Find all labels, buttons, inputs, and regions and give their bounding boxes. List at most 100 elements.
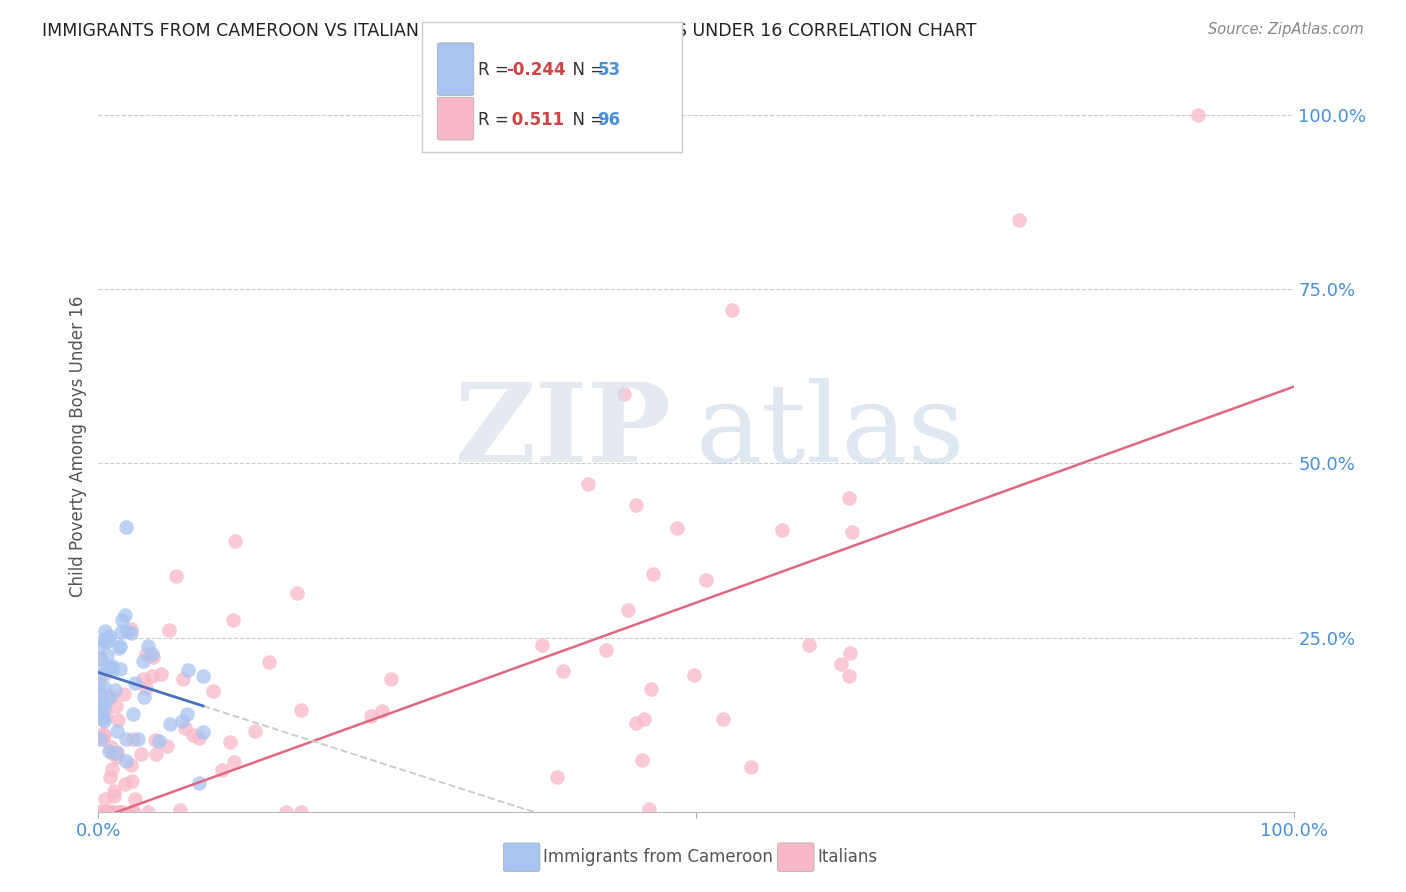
Point	[132, 654, 155, 668]
Point	[107, 713, 129, 727]
Point	[613, 386, 636, 401]
Point	[115, 732, 138, 747]
Point	[191, 725, 214, 739]
Point	[637, 802, 659, 816]
Point	[110, 805, 132, 819]
Point	[222, 755, 245, 769]
Text: atlas: atlas	[696, 378, 966, 485]
Point	[640, 682, 662, 697]
Point	[100, 739, 122, 754]
Point	[695, 573, 717, 587]
Point	[360, 708, 382, 723]
Point	[121, 773, 143, 788]
Point	[633, 712, 655, 726]
Text: 96: 96	[598, 111, 620, 128]
Point	[631, 753, 654, 767]
Point	[148, 734, 170, 748]
Point	[617, 602, 640, 616]
Point	[274, 805, 297, 819]
Point	[149, 667, 172, 681]
Point	[87, 805, 110, 819]
Point	[143, 733, 166, 747]
Point	[141, 649, 163, 664]
Y-axis label: Child Poverty Among Boys Under 16: Child Poverty Among Boys Under 16	[69, 295, 87, 597]
Point	[100, 805, 122, 819]
Point	[127, 731, 149, 746]
Point	[91, 712, 114, 726]
Point	[104, 683, 127, 698]
Point	[112, 687, 135, 701]
Point	[89, 652, 111, 666]
Point	[91, 706, 114, 721]
Point	[132, 672, 155, 686]
Point	[89, 683, 111, 698]
Point	[211, 763, 233, 777]
Text: IMMIGRANTS FROM CAMEROON VS ITALIAN CHILD POVERTY AMONG BOYS UNDER 16 CORRELATIO: IMMIGRANTS FROM CAMEROON VS ITALIAN CHIL…	[42, 22, 977, 40]
Point	[141, 648, 163, 662]
Point	[87, 640, 110, 655]
Point	[135, 681, 157, 696]
Point	[101, 659, 124, 673]
Point	[110, 662, 132, 676]
Point	[626, 498, 648, 512]
Point	[176, 707, 198, 722]
Point	[187, 731, 209, 746]
Point	[129, 747, 152, 761]
Point	[108, 640, 131, 655]
Point	[770, 523, 793, 537]
Point	[89, 698, 111, 713]
Point	[191, 669, 214, 683]
Point	[114, 776, 136, 790]
Point	[89, 651, 111, 665]
Point	[94, 624, 117, 639]
Point	[530, 638, 553, 652]
Point	[257, 655, 280, 669]
Point	[141, 669, 163, 683]
Point	[121, 804, 143, 818]
Point	[165, 569, 187, 583]
Point	[107, 805, 129, 819]
Point	[89, 687, 111, 701]
Point	[172, 672, 194, 686]
Point	[91, 732, 114, 747]
Point	[91, 727, 114, 741]
Point	[103, 789, 125, 803]
Point	[683, 667, 706, 681]
Point	[121, 707, 143, 722]
Point	[245, 724, 267, 739]
Point	[94, 805, 117, 819]
Point	[90, 668, 112, 682]
Point	[93, 680, 115, 694]
Point	[156, 739, 179, 753]
Point	[1008, 212, 1031, 227]
Point	[93, 728, 115, 742]
Point	[124, 791, 146, 805]
Point	[721, 303, 744, 318]
Point	[740, 760, 762, 774]
Point	[93, 633, 115, 648]
Point	[93, 695, 115, 709]
Point	[797, 638, 820, 652]
Point	[135, 647, 157, 661]
Point	[96, 648, 118, 662]
Point	[101, 805, 124, 819]
Point	[98, 743, 121, 757]
Text: Immigrants from Cameroon: Immigrants from Cameroon	[543, 848, 772, 866]
Point	[624, 716, 647, 731]
Point	[841, 524, 863, 539]
Point	[93, 714, 115, 728]
Text: R =: R =	[478, 62, 515, 79]
Point	[839, 646, 862, 660]
Text: N =: N =	[562, 62, 610, 79]
Point	[97, 690, 120, 705]
Point	[108, 805, 131, 819]
Point	[224, 534, 246, 549]
Text: ZIP: ZIP	[456, 378, 672, 485]
Point	[94, 635, 117, 649]
Point	[188, 776, 211, 790]
Point	[97, 632, 120, 647]
Point	[89, 732, 111, 747]
Point	[830, 657, 852, 671]
Point	[172, 714, 194, 729]
Point	[551, 665, 574, 679]
